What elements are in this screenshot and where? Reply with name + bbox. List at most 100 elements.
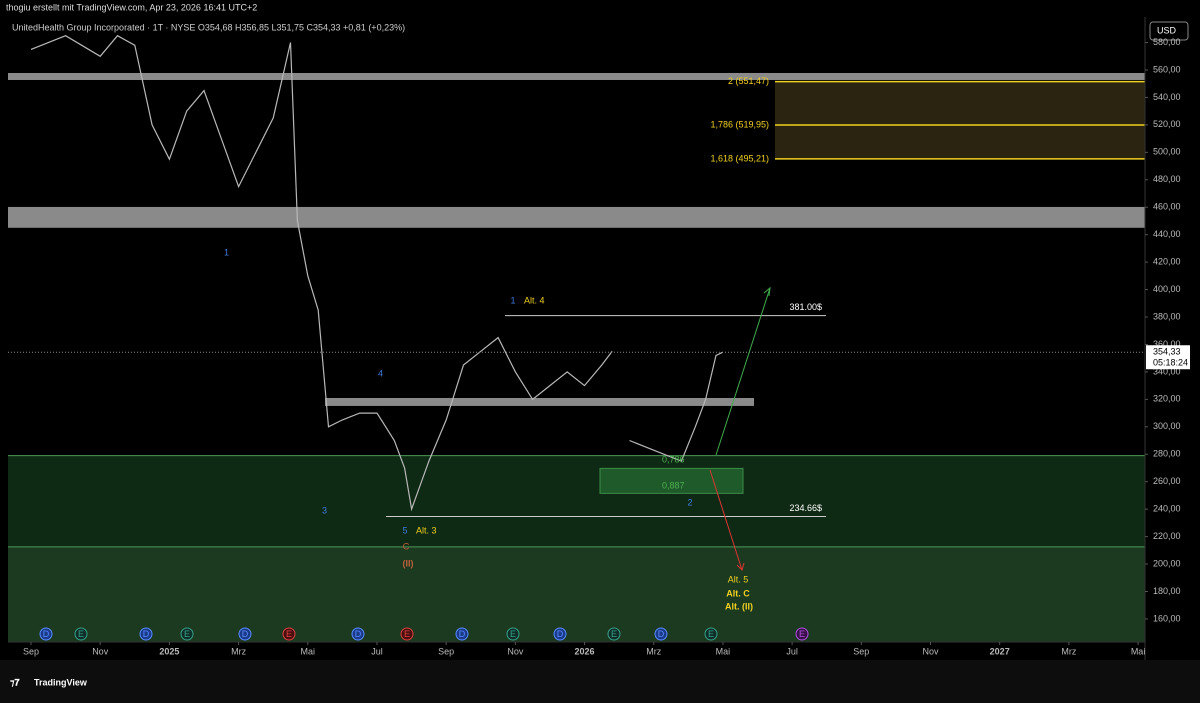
x-tick-label: Nov [507,646,524,656]
y-tick-label: 560,00 [1153,64,1181,74]
y-tick-label: 220,00 [1153,531,1181,541]
x-tick-label: Jul [786,646,798,656]
wave-label: 2 [687,497,692,507]
event-marker[interactable] [351,627,365,641]
y-tick-label: 200,00 [1153,558,1181,568]
x-tick-label: 2026 [575,646,595,656]
x-tick-label: Sep [853,646,869,656]
target-label: 381.00$ [789,302,822,312]
x-tick-label: Nov [92,646,109,656]
zone [599,467,744,494]
fib-label: 1,618 (495,21) [710,153,769,163]
event-label: D [242,629,249,639]
x-tick-label: 2025 [159,646,179,656]
event-label: E [78,629,84,639]
arrow-up [715,287,771,456]
event-marker[interactable] [180,627,194,641]
wave-label: 5 [402,525,407,535]
x-tick-label: Sep [438,646,454,656]
event-marker[interactable] [704,627,718,641]
event-marker[interactable] [795,627,809,641]
footer [0,660,1200,703]
event-marker[interactable] [39,627,53,641]
zone [8,546,1145,642]
alt-label: Alt. 3 [416,525,437,535]
event-marker[interactable] [400,627,414,641]
y-tick-label: 420,00 [1153,256,1181,266]
zone [775,81,1145,159]
y-tick-label: 500,00 [1153,147,1181,157]
y-tick-label: 300,00 [1153,421,1181,431]
x-tick-label: Mrz [1061,646,1076,656]
event-marker[interactable] [506,627,520,641]
event-marker[interactable] [238,627,252,641]
x-tick-label: Mrz [646,646,661,656]
symbol-info: UnitedHealth Group Incorporated · 1T · N… [12,22,405,32]
alt-label: Alt. C [726,588,750,598]
fib-label: 2 (551,47) [728,76,769,86]
y-tick-label: 520,00 [1153,119,1181,129]
y-tick-label: 440,00 [1153,229,1181,239]
y-tick-label: 260,00 [1153,476,1181,486]
x-tick-label: Sep [23,646,39,656]
x-tick-label: Mai [716,646,731,656]
wave-label: 3 [322,505,327,515]
x-tick-label: Nov [922,646,939,656]
event-marker[interactable] [74,627,88,641]
event-label: E [510,629,516,639]
price-tag-label: 354,33 [1153,347,1181,357]
fib-label: 1,786 (519,95) [710,119,769,129]
event-label: D [658,629,665,639]
y-tick-label: 280,00 [1153,449,1181,459]
y-tick-label: 340,00 [1153,366,1181,376]
y-tick-label: 180,00 [1153,586,1181,596]
fib-label: 0,786 [662,454,685,464]
price-line [30,34,724,512]
brand: TradingView [34,677,88,687]
y-tick-label: 380,00 [1153,311,1181,321]
y-tick-label: 460,00 [1153,202,1181,212]
wave-label: C [403,541,410,551]
x-tick-label: Jul [371,646,383,656]
fib-label: 0,887 [662,480,685,490]
arrow-head [763,286,771,297]
event-marker[interactable] [607,627,621,641]
y-tick-label: 540,00 [1153,92,1181,102]
event-marker[interactable] [553,627,567,641]
currency-box[interactable] [1149,21,1189,41]
x-tick-label: Mai [301,646,316,656]
x-tick-label: 2027 [990,646,1010,656]
event-label: E [404,629,410,639]
event-marker[interactable] [282,627,296,641]
event-label: D [557,629,564,639]
zone [8,206,1145,228]
x-tick-label: Mai [1131,646,1146,656]
zone [325,397,754,406]
event-marker[interactable] [455,627,469,641]
event-label: D [355,629,362,639]
alt-label: Alt. 5 [728,574,749,584]
event-label: E [611,629,617,639]
y-tick-label: 160,00 [1153,613,1181,623]
event-marker[interactable] [654,627,668,641]
event-marker[interactable] [139,627,153,641]
alt-label: Alt. (II) [725,601,753,611]
plot-area: 2 (551,47) 1,786 (519,95) 1,618 (495,21) 38… [8,34,1145,642]
zone [8,72,1145,80]
event-label: E [286,629,292,639]
event-label: D [143,629,150,639]
y-tick-label: 480,00 [1153,174,1181,184]
wave-label: 1 [510,295,515,305]
logo-mark: ⁊𝟕 [10,677,19,687]
y-tick-label: 360,00 [1153,339,1181,349]
event-label: D [459,629,466,639]
event-label: E [708,629,714,639]
wave-label: (II) [403,558,414,568]
x-tick-label: Mrz [231,646,246,656]
wave-label: 4 [378,368,383,378]
event-label: E [184,629,190,639]
event-label: E [799,629,805,639]
arrow-down [709,469,743,571]
